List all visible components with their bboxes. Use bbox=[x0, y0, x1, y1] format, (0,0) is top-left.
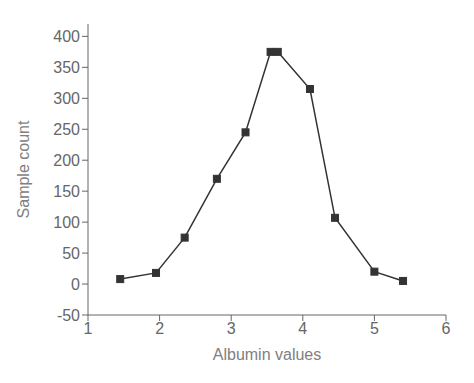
svg-text:5: 5 bbox=[370, 320, 379, 337]
svg-text:50: 50 bbox=[62, 245, 80, 262]
svg-text:150: 150 bbox=[53, 183, 80, 200]
svg-text:3: 3 bbox=[227, 320, 236, 337]
svg-text:-50: -50 bbox=[57, 307, 80, 324]
svg-text:1: 1 bbox=[84, 320, 93, 337]
svg-text:200: 200 bbox=[53, 152, 80, 169]
svg-text:Sample count: Sample count bbox=[15, 120, 32, 218]
svg-text:2: 2 bbox=[155, 320, 164, 337]
svg-text:250: 250 bbox=[53, 121, 80, 138]
svg-text:100: 100 bbox=[53, 214, 80, 231]
svg-text:400: 400 bbox=[53, 28, 80, 45]
svg-text:Albumin values: Albumin values bbox=[213, 346, 322, 363]
svg-text:4: 4 bbox=[298, 320, 307, 337]
svg-text:0: 0 bbox=[71, 276, 80, 293]
svg-text:6: 6 bbox=[442, 320, 451, 337]
svg-text:350: 350 bbox=[53, 59, 80, 76]
svg-text:300: 300 bbox=[53, 90, 80, 107]
